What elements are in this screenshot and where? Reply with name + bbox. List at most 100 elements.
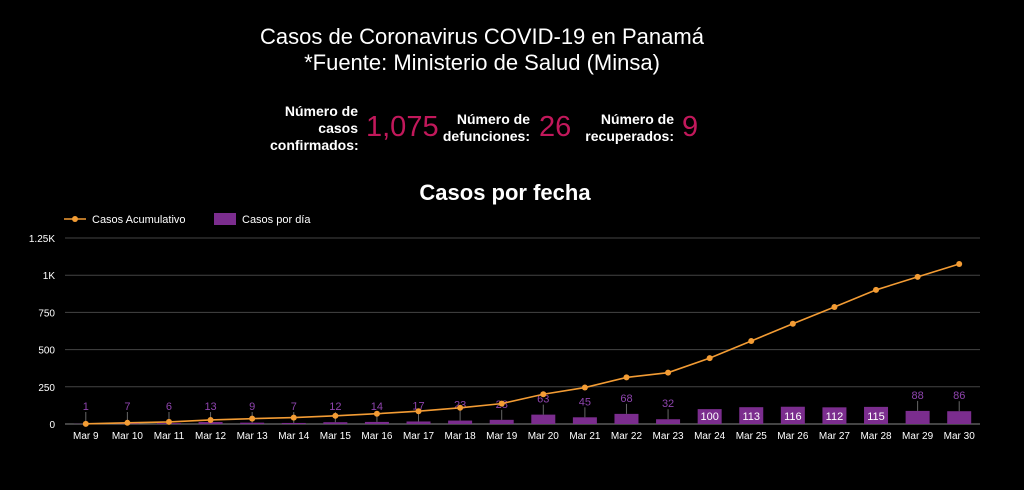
- x-tick-label: Mar 21: [569, 431, 601, 442]
- bar: [489, 419, 514, 424]
- bar-data-label: 86: [953, 390, 965, 402]
- confirmed-label: Número de casos confirmados:: [270, 103, 359, 153]
- bar-data-label: 32: [662, 398, 674, 410]
- x-tick-label: Mar 22: [611, 431, 643, 442]
- x-tick-label: Mar 15: [320, 431, 352, 442]
- line-point: [249, 415, 256, 422]
- confirmed-value: 1,075: [366, 111, 439, 143]
- line-point: [124, 419, 131, 426]
- bar-data-label: 112: [826, 411, 844, 423]
- x-tick-label: Mar 25: [736, 431, 768, 442]
- y-tick-label: 750: [38, 308, 55, 319]
- bar-data-label: 116: [784, 411, 802, 423]
- line-point: [332, 412, 339, 419]
- bar-data-label: 17: [412, 400, 424, 412]
- bar: [905, 410, 930, 424]
- bar: [448, 420, 473, 424]
- x-tick-label: Mar 29: [902, 431, 934, 442]
- x-tick-label: Mar 10: [112, 431, 144, 442]
- line-point: [665, 369, 672, 376]
- chart-source: *Fuente: Ministerio de Salud (Minsa): [304, 50, 660, 75]
- bar: [240, 422, 265, 424]
- bar: [864, 406, 889, 424]
- line-point: [373, 410, 380, 417]
- x-tick-label: Mar 16: [361, 431, 393, 442]
- y-tick-label: 0: [49, 420, 55, 431]
- line-point: [914, 273, 921, 280]
- bar-data-label: 12: [329, 401, 341, 413]
- x-tick-label: Mar 9: [73, 431, 99, 442]
- line-point: [498, 400, 505, 407]
- x-tick-label: Mar 28: [860, 431, 892, 442]
- y-tick-label: 1K: [43, 271, 56, 282]
- deaths-label: Número de defunciones:: [442, 111, 530, 144]
- line-point: [165, 418, 172, 425]
- bar-data-label: 113: [742, 411, 760, 423]
- bar-data-label: 68: [620, 393, 632, 405]
- cumulative-line: [85, 263, 960, 425]
- x-tick-label: Mar 18: [445, 431, 477, 442]
- x-tick-label: Mar 20: [528, 431, 560, 442]
- line-point: [581, 384, 588, 391]
- bar-data-label: 13: [204, 401, 216, 413]
- bar-data-label: 1: [83, 401, 89, 413]
- bar-data-label: 9: [249, 401, 255, 413]
- legend-line-marker: [72, 216, 78, 222]
- line-point: [956, 261, 963, 268]
- deaths-value: 26: [539, 111, 572, 143]
- legend-label-cumulative: Casos Acumulativo: [92, 214, 186, 226]
- x-tick-label: Mar 23: [653, 431, 685, 442]
- y-tick-label: 250: [38, 383, 55, 394]
- x-tick-label: Mar 12: [195, 431, 227, 442]
- line-point: [82, 420, 89, 427]
- bar-data-label: 45: [579, 396, 591, 408]
- recovered-value: 9: [682, 111, 699, 143]
- bar: [656, 419, 681, 424]
- x-tick-label: Mar 30: [944, 431, 976, 442]
- x-tick-label: Mar 17: [403, 431, 435, 442]
- line-point: [748, 337, 755, 344]
- bar: [198, 422, 223, 424]
- line-point: [415, 408, 422, 415]
- line-point: [457, 404, 464, 411]
- line-point: [290, 414, 297, 421]
- y-tick-label: 1.25K: [29, 234, 55, 245]
- x-tick-label: Mar 24: [694, 431, 726, 442]
- bar: [739, 407, 764, 424]
- x-tick-label: Mar 14: [278, 431, 310, 442]
- y-tick-label: 500: [38, 346, 55, 357]
- x-tick-label: Mar 26: [777, 431, 809, 442]
- bar-data-label: 115: [867, 411, 885, 423]
- bar: [780, 406, 805, 424]
- bar: [323, 422, 348, 424]
- line-point: [540, 391, 547, 398]
- bar-data-label: 7: [291, 401, 297, 413]
- bar: [406, 421, 431, 424]
- bar: [614, 413, 639, 424]
- bar: [281, 422, 306, 424]
- bar: [531, 414, 556, 424]
- x-tick-label: Mar 27: [819, 431, 851, 442]
- bar-data-label: 63: [537, 394, 549, 406]
- line-point: [831, 304, 838, 311]
- bar-data-label: 14: [371, 401, 383, 413]
- bar: [572, 417, 597, 424]
- chart-subtitle: Casos por fecha: [419, 180, 591, 205]
- bar-data-label: 100: [700, 411, 718, 423]
- recovered-label: Número de recuperados:: [585, 111, 674, 144]
- x-tick-label: Mar 19: [486, 431, 518, 442]
- bar-data-label: 6: [166, 401, 172, 413]
- chart-title-main: Casos de Coronavirus COVID-19 en Panamá: [260, 24, 704, 49]
- bar: [947, 411, 972, 424]
- line-point: [706, 355, 713, 362]
- line-point: [623, 374, 630, 381]
- line-point: [789, 320, 796, 327]
- legend-label-daily: Casos por día: [242, 214, 311, 226]
- bar-data-label: 7: [124, 401, 130, 413]
- bar: [364, 421, 389, 424]
- line-point: [207, 416, 214, 423]
- bar: [822, 407, 847, 424]
- bar: [697, 409, 722, 424]
- bar-data-label: 88: [911, 390, 923, 402]
